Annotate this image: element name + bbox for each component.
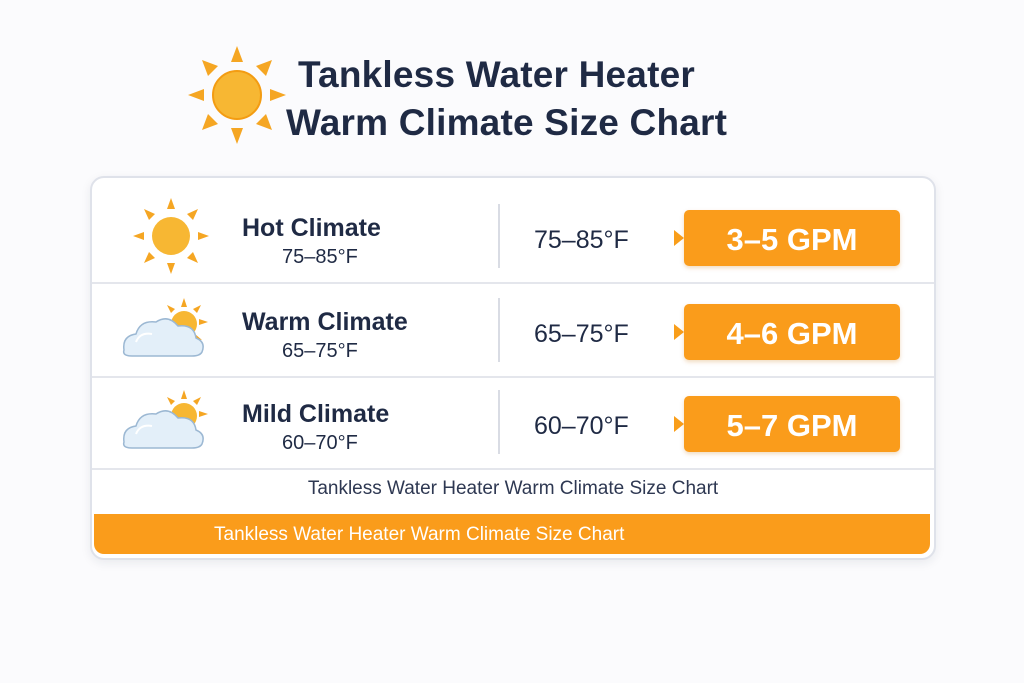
temp-range-value: 60–70°F [534,412,629,440]
temp-range-value: 75–85°F [534,226,629,254]
gpm-value: 3–5 GPM [726,222,858,257]
climate-temp-range: 75–85°F [282,246,358,268]
table-row: Hot Climate 75–85°F 75–85°F 3–5 GPM [92,190,934,284]
sun-behind-cloud-icon [122,298,208,357]
sun-icon [133,198,209,274]
climate-temp-range: 60–70°F [282,432,358,454]
size-chart-table: Hot Climate 75–85°F 75–85°F 3–5 GPM [90,176,936,560]
column-divider [498,390,500,454]
gpm-value: 5–7 GPM [726,408,858,443]
arrow-right-icon [674,230,684,246]
footer-banner: Tankless Water Heater Warm Climate Size … [94,514,930,554]
page-title-line-1: Tankless Water Heater [298,54,695,95]
table-row: Warm Climate 65–75°F 65–75°F 4–6 GPM [92,284,934,378]
column-divider [498,298,500,362]
gpm-value: 4–6 GPM [726,316,858,351]
climate-temp-range: 65–75°F [282,340,358,362]
gpm-badge: 3–5 GPM [684,210,900,266]
page-title-line-2: Warm Climate Size Chart [286,102,728,143]
sun-behind-cloud-icon [122,390,208,449]
temp-range-value: 65–75°F [534,320,629,348]
arrow-right-icon [674,416,684,432]
gpm-badge: 5–7 GPM [684,396,900,452]
climate-name: Hot Climate [242,214,381,242]
title-block: Tankless Water Heater Warm Climate Size … [186,40,806,150]
column-divider [498,204,500,268]
chart-caption: Tankless Water Heater Warm Climate Size … [307,478,719,499]
climate-name: Warm Climate [242,308,408,336]
sun-icon [188,46,286,144]
climate-name: Mild Climate [242,400,390,428]
table-row: Mild Climate 60–70°F 60–70°F 5–7 GPM [92,376,934,470]
footer-banner-text: Tankless Water Heater Warm Climate Size … [214,524,625,545]
gpm-badge: 4–6 GPM [684,304,900,360]
arrow-right-icon [674,324,684,340]
